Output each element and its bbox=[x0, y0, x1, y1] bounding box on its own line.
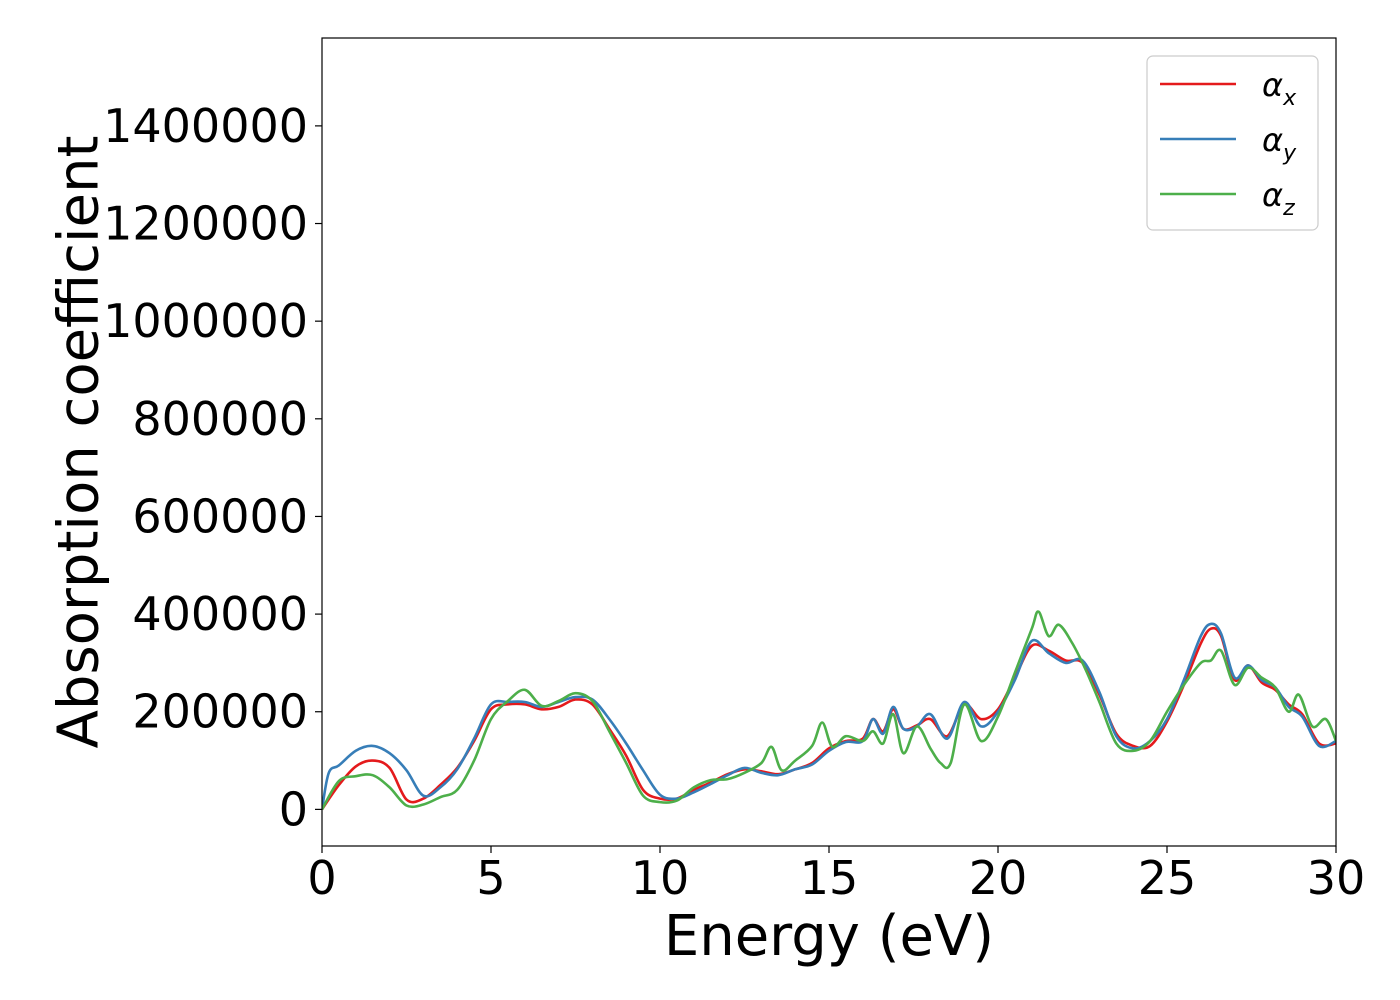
legend-label-x: αx bbox=[1262, 66, 1297, 111]
x-tick-label: 30 bbox=[1307, 851, 1366, 905]
series-line-x bbox=[322, 626, 1336, 811]
legend-label-subscript: z bbox=[1282, 196, 1295, 221]
y-tick-label: 200000 bbox=[132, 685, 308, 739]
legend-label-subscript: y bbox=[1282, 141, 1297, 166]
y-tick-label: 1400000 bbox=[103, 99, 308, 153]
y-axis-label: Absorption coefficient bbox=[47, 136, 112, 749]
y-tick-label: 400000 bbox=[132, 587, 308, 641]
legend-label-base: α bbox=[1262, 66, 1283, 104]
x-tick-label: 10 bbox=[631, 851, 690, 905]
x-tick-label: 5 bbox=[476, 851, 505, 905]
series-layer bbox=[322, 610, 1336, 811]
y-tick-label: 1200000 bbox=[103, 197, 308, 251]
x-tick-label: 20 bbox=[969, 851, 1028, 905]
y-tick-label: 0 bbox=[279, 782, 308, 836]
y-tick-label: 600000 bbox=[132, 489, 308, 543]
y-tick-label: 800000 bbox=[132, 392, 308, 446]
legend-box bbox=[1146, 55, 1319, 231]
legend-label-base: α bbox=[1262, 176, 1283, 214]
legend-label-subscript: x bbox=[1282, 86, 1297, 111]
legend-label-base: α bbox=[1262, 121, 1283, 159]
x-tick-label: 15 bbox=[800, 851, 859, 905]
x-axis-label: Energy (eV) bbox=[664, 904, 994, 969]
series-line-y bbox=[322, 622, 1336, 810]
legend-label-z: αz bbox=[1262, 176, 1295, 221]
series-line-z bbox=[322, 610, 1336, 811]
y-tick-label: 1000000 bbox=[103, 294, 308, 348]
y-axis-ticks: 0 200000 400000 600000 800000 1000000 1200000 1… bbox=[103, 99, 322, 836]
x-tick-label: 0 bbox=[307, 851, 336, 905]
x-tick-label: 25 bbox=[1138, 851, 1197, 905]
legend-label-y: αy bbox=[1262, 121, 1297, 166]
x-axis-ticks: 0 5 10 15 20 25 30 bbox=[307, 846, 1365, 905]
